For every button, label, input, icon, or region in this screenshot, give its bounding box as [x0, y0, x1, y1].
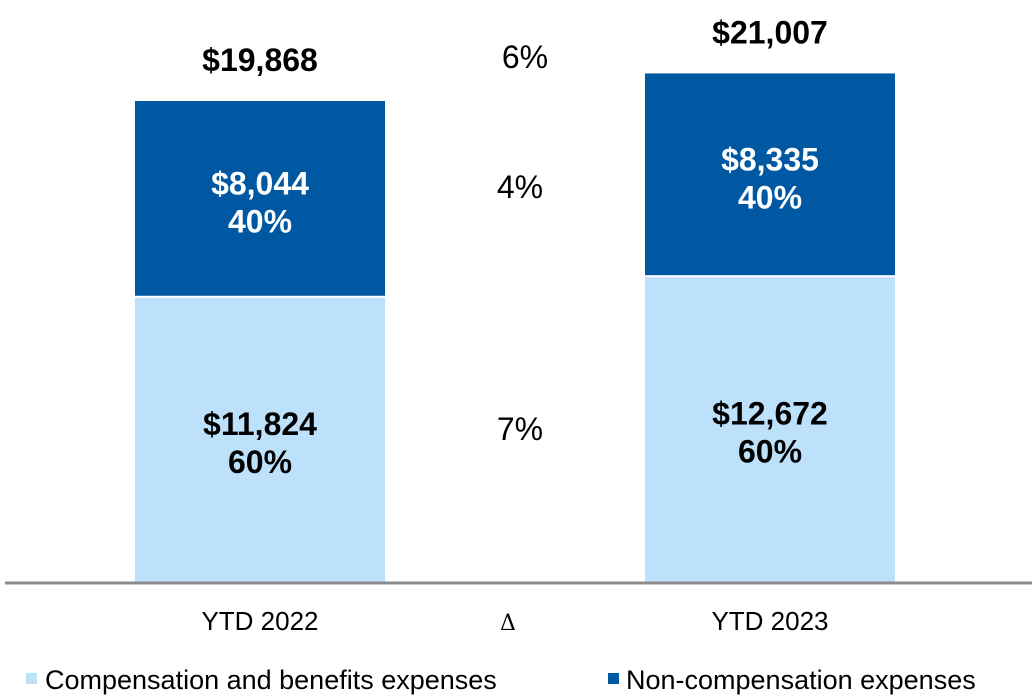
delta-total: 6% [502, 39, 548, 75]
total-label: $19,868 [202, 42, 318, 78]
bar-segment-compensation [645, 277, 895, 582]
x-tick-label: YTD 2022 [201, 606, 318, 636]
bar-segment-compensation [135, 297, 385, 582]
data-label-value: $8,044 [211, 165, 309, 201]
data-label-share: 60% [228, 444, 292, 480]
total-label: $21,007 [712, 14, 828, 50]
data-label-value: $11,824 [203, 406, 317, 442]
delta-non-compensation: 4% [497, 169, 543, 205]
bar-segment-non-compensation [135, 101, 385, 296]
data-label-value: $8,335 [721, 141, 819, 177]
data-label-value: $12,672 [712, 396, 828, 432]
legend-label-non-compensation: Non-compensation expenses [626, 665, 976, 695]
data-label-share: 60% [738, 434, 802, 470]
data-label-share: 40% [228, 203, 292, 239]
legend-swatch-non-compensation [608, 673, 619, 684]
delta-compensation: 7% [497, 411, 543, 447]
delta-header: Δ [500, 611, 516, 636]
legend-label-compensation: Compensation and benefits expenses [45, 665, 497, 695]
data-label-share: 40% [738, 179, 802, 215]
legend-swatch-compensation [26, 673, 37, 684]
bar-segment-non-compensation [645, 73, 895, 276]
legend: Compensation and benefits expenses Non-c… [26, 665, 976, 695]
x-tick-label: YTD 2023 [711, 606, 828, 636]
